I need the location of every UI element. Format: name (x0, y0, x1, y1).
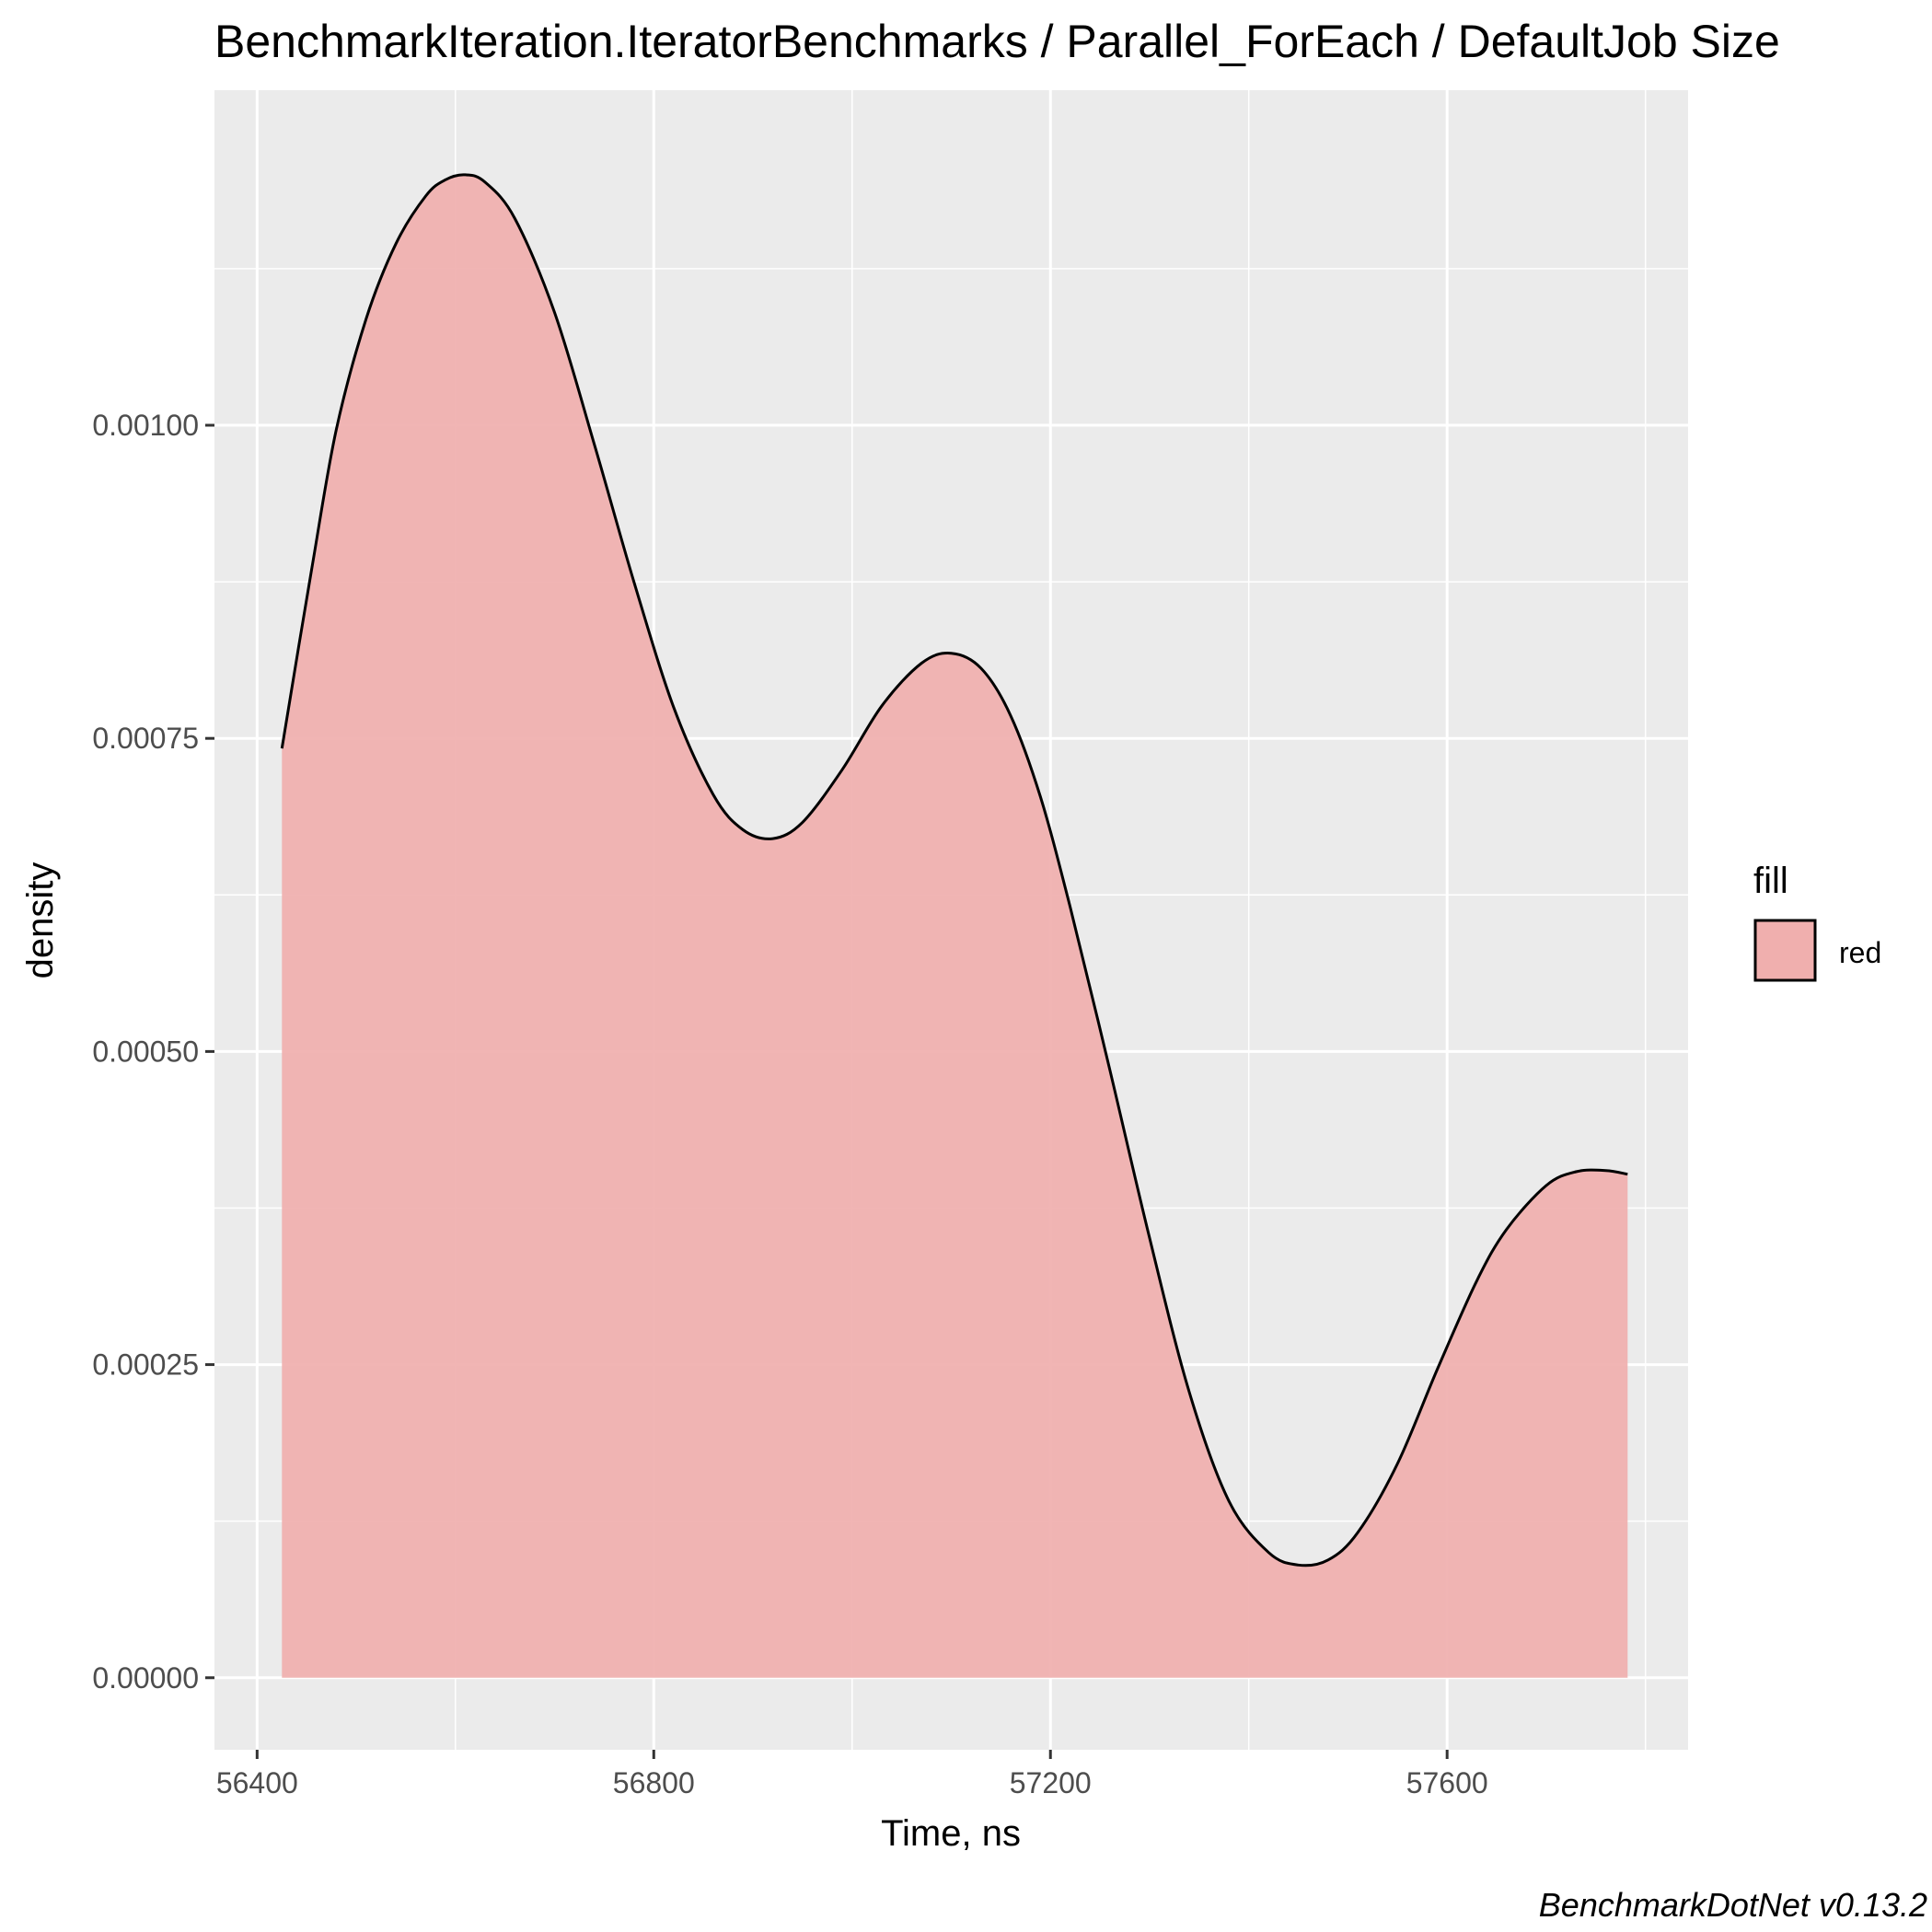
x-tick-label: 56400 (216, 1766, 298, 1799)
y-tick-label: 0.00050 (92, 1035, 199, 1068)
x-tick-label: 56800 (613, 1766, 695, 1799)
x-axis: 56400 56800 57200 57600 (216, 1750, 1488, 1799)
density-area (282, 174, 1628, 1678)
x-axis-title: Time, ns (881, 1813, 1021, 1854)
caption: BenchmarkDotNet v0.13.2 (1539, 1886, 1927, 1924)
x-tick-label: 57200 (1010, 1766, 1092, 1799)
chart-title: BenchmarkIteration.IteratorBenchmarks / … (214, 16, 1780, 67)
legend-label-red: red (1839, 936, 1881, 969)
y-tick-label: 0.00000 (92, 1661, 199, 1695)
y-tick-label: 0.00100 (92, 409, 199, 442)
legend-key-red (1753, 919, 1817, 982)
y-axis-title: density (20, 862, 61, 979)
y-axis: 0.00000 0.00025 0.00050 0.00075 0.00100 (92, 409, 214, 1695)
y-tick-label: 0.00075 (92, 722, 199, 755)
legend-title: fill (1753, 861, 1788, 901)
legend: fill red (1753, 861, 1881, 982)
x-tick-label: 57600 (1406, 1766, 1488, 1799)
density-line (280, 173, 1628, 1568)
y-tick-label: 0.00025 (92, 1348, 199, 1382)
